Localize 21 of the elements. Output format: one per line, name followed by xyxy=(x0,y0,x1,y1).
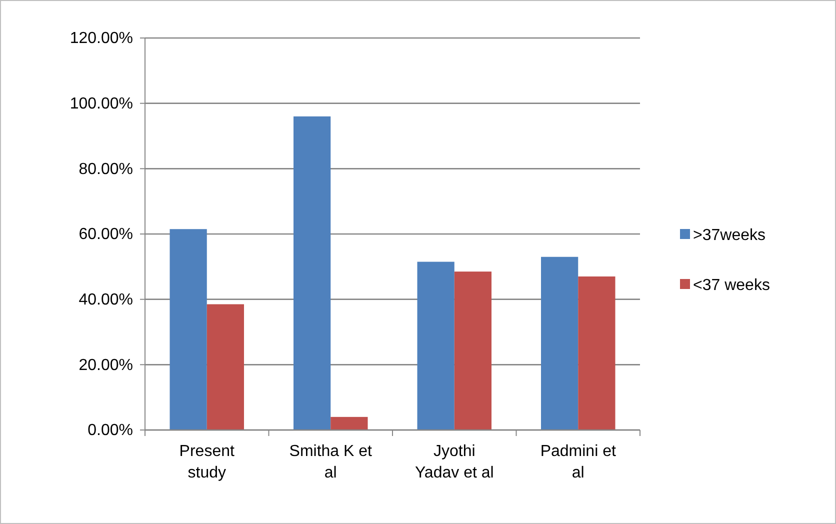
y-tick-label: 100.00% xyxy=(70,95,133,112)
legend-label: >37weeks xyxy=(693,227,766,244)
y-tick-label: 120.00% xyxy=(70,30,133,48)
legend-label: <37 weeks xyxy=(693,277,770,294)
bar xyxy=(578,276,616,430)
bar xyxy=(170,229,207,430)
bar xyxy=(294,116,331,430)
bar xyxy=(330,416,368,430)
x-tick-label: Smitha K et al xyxy=(289,443,373,482)
y-tick-label: 0.00% xyxy=(88,422,133,440)
bar xyxy=(541,256,578,430)
y-tick-label: 80.00% xyxy=(78,160,133,178)
y-tick-label: 60.00% xyxy=(78,226,133,244)
bar xyxy=(454,272,492,430)
bar xyxy=(206,304,244,430)
bar xyxy=(417,262,454,430)
y-tick-label: 40.00% xyxy=(78,291,133,308)
x-tick-label: Padmini et al xyxy=(540,443,616,482)
x-tick-label: Present study xyxy=(179,443,235,482)
y-tick-label: 20.00% xyxy=(78,356,133,374)
x-tick-label: Jyothi Yadav et al xyxy=(414,443,494,482)
